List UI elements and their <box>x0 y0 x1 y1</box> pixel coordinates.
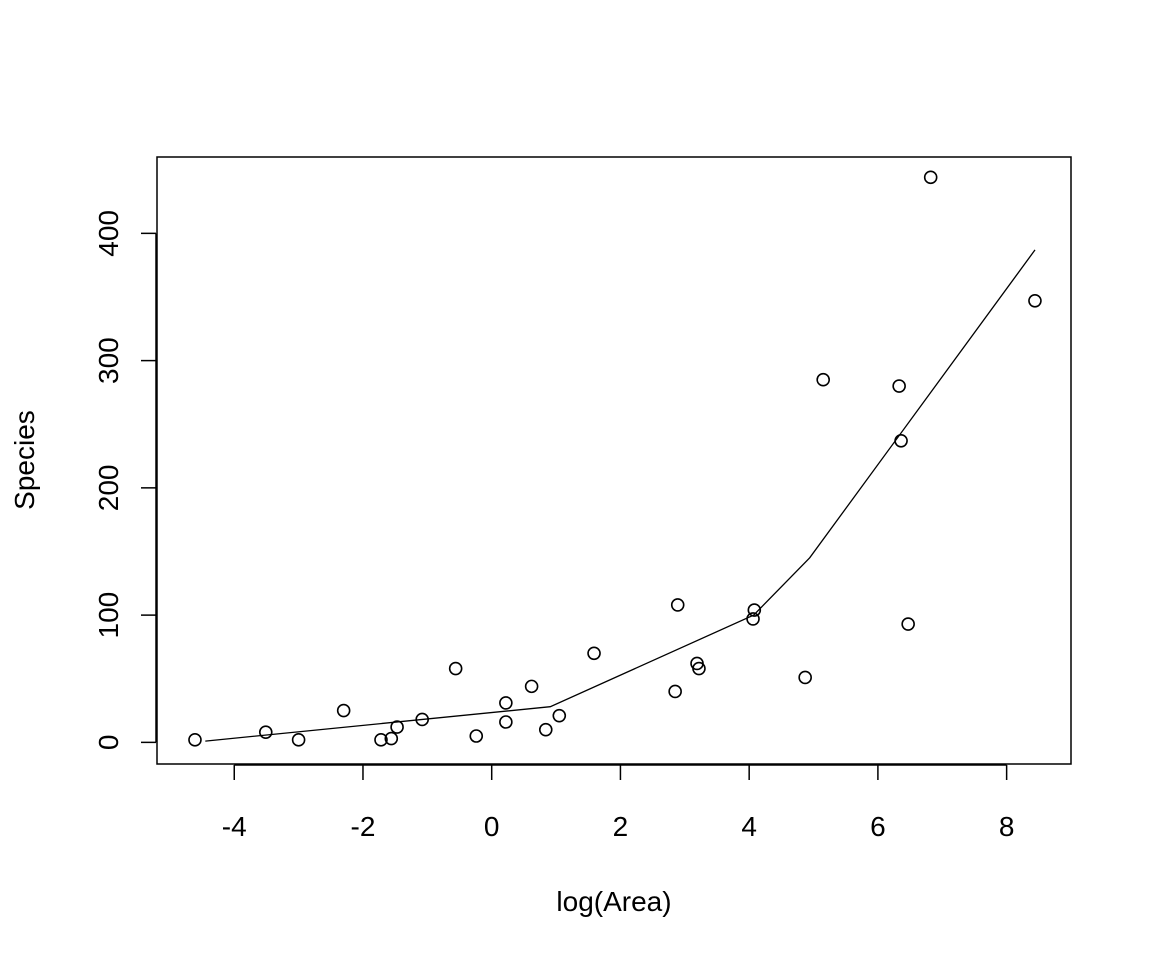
data-point <box>336 703 351 718</box>
y-tick-label: 200 <box>93 465 124 512</box>
data-point <box>1028 293 1042 308</box>
x-tick-label: -4 <box>222 811 247 842</box>
data-point <box>390 720 404 734</box>
x-tick-label: 2 <box>613 811 629 842</box>
data-point <box>587 646 601 661</box>
data-point <box>524 679 539 694</box>
x-tick-label: 4 <box>741 811 757 842</box>
data-point <box>374 733 388 747</box>
data-point <box>901 617 915 631</box>
data-point <box>538 722 553 737</box>
plot-frame <box>156 156 1072 765</box>
data-point <box>816 372 830 387</box>
data-point <box>747 603 762 617</box>
data-point <box>448 661 463 676</box>
data-point <box>258 725 273 739</box>
data-point <box>798 670 812 685</box>
data-point <box>892 379 906 393</box>
data-point <box>668 684 682 699</box>
data-points <box>188 170 1042 747</box>
x-tick-label: 6 <box>870 811 886 842</box>
data-point <box>188 733 202 747</box>
x-tick-label: 8 <box>999 811 1015 842</box>
y-axis-title: Species <box>9 410 40 510</box>
y-tick-label: 300 <box>93 337 124 384</box>
data-point <box>469 729 484 743</box>
data-point <box>499 696 513 710</box>
y-tick-label: 400 <box>93 210 124 257</box>
x-axis-title: log(Area) <box>556 886 671 917</box>
data-point <box>552 708 567 723</box>
data-point <box>746 612 760 626</box>
fit-line <box>205 249 1036 742</box>
data-point <box>291 733 306 747</box>
y-tick-label: 0 <box>93 735 124 751</box>
x-tick-label: 0 <box>484 811 500 842</box>
data-point <box>670 598 685 612</box>
x-tick-label: -2 <box>351 811 376 842</box>
y-tick-label: 100 <box>93 592 124 639</box>
data-point <box>894 433 908 448</box>
data-point <box>923 170 938 185</box>
axes: -4 -2 0 2 4 6 8 0 100 200 300 400 <box>93 210 1014 842</box>
data-point <box>415 712 429 727</box>
data-point <box>384 731 399 746</box>
data-point <box>692 661 706 676</box>
data-point <box>499 715 513 729</box>
